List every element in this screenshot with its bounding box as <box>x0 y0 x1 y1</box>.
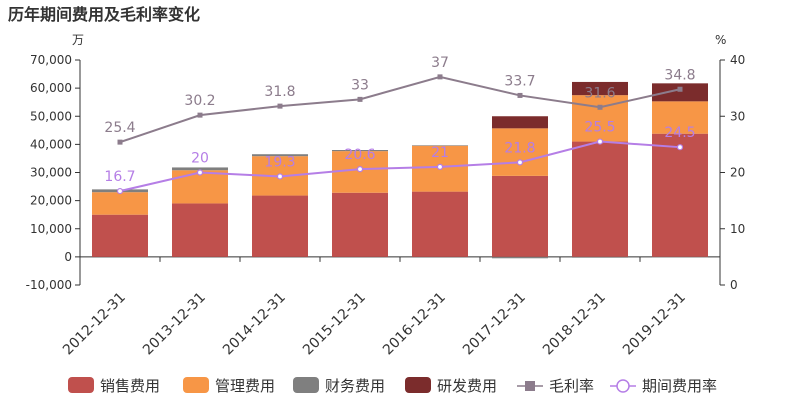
bar-segment <box>412 145 468 146</box>
data-label: 24.5 <box>664 125 695 141</box>
line-point <box>436 163 444 170</box>
line-point <box>437 74 443 80</box>
right-tick-label: 30 <box>730 109 745 123</box>
line-point <box>276 173 284 180</box>
bar-segment <box>492 256 548 259</box>
bar-segment <box>92 192 148 215</box>
bar-segment <box>92 214 148 257</box>
line-point <box>197 112 203 118</box>
bar-segment <box>652 256 708 258</box>
chart-title: 历年期间费用及毛利率变化 <box>8 5 200 24</box>
bar-segment <box>412 191 468 257</box>
line-point <box>597 104 603 110</box>
legend-marker <box>616 379 630 393</box>
bar-segment <box>332 150 388 152</box>
data-label: 20.6 <box>344 147 375 163</box>
legend-swatch <box>293 377 319 393</box>
bar-segment <box>172 167 228 171</box>
data-label: 37 <box>431 55 449 71</box>
lines <box>116 74 684 195</box>
bar-segment <box>332 192 388 257</box>
data-label: 25.5 <box>584 120 615 136</box>
right-tick-label: 0 <box>730 278 738 292</box>
bar-segment <box>492 128 548 176</box>
x-tick-label: 2013-12-31 <box>140 290 209 359</box>
legend-label: 期间费用率 <box>642 377 717 395</box>
data-label: 33 <box>351 77 369 93</box>
right-tick-label: 40 <box>730 53 745 67</box>
bar-segment <box>172 170 228 204</box>
left-tick-label: 20,000 <box>30 194 72 208</box>
data-label: 31.6 <box>584 85 615 101</box>
left-tick-label: 0 <box>64 250 72 264</box>
line-point <box>517 92 523 98</box>
data-label: 25.4 <box>104 120 135 136</box>
left-tick-label: -10,000 <box>26 278 72 292</box>
x-tick-label: 2014-12-31 <box>220 290 289 359</box>
x-tick-label: 2015-12-31 <box>300 290 369 359</box>
right-tick-label: 20 <box>730 166 745 180</box>
left-tick-label: 30,000 <box>30 166 72 180</box>
left-tick-label: 70,000 <box>30 53 72 67</box>
left-tick-label: 10,000 <box>30 222 72 236</box>
bar-segment <box>172 203 228 257</box>
legend-label: 管理费用 <box>215 377 275 395</box>
data-label: 19.3 <box>264 154 295 170</box>
legend-label: 毛利率 <box>549 377 594 395</box>
data-label: 21.8 <box>504 140 535 156</box>
legend-label: 销售费用 <box>100 377 160 395</box>
data-label: 31.8 <box>264 84 295 100</box>
data-label: 34.8 <box>664 67 695 83</box>
x-tick-label: 2019-12-31 <box>620 290 689 359</box>
right-axis-unit: % <box>715 33 726 47</box>
line-point <box>676 144 684 151</box>
bar-segment <box>572 81 628 96</box>
legend-swatch <box>68 377 94 393</box>
bar-segment <box>492 175 548 257</box>
data-label: 20 <box>191 151 209 167</box>
legend-marker <box>525 381 535 391</box>
line-point <box>677 86 683 92</box>
data-label: 21 <box>431 145 449 161</box>
x-tick-label: 2018-12-31 <box>540 290 609 359</box>
series-line <box>119 140 681 193</box>
legend-swatch <box>183 377 209 393</box>
right-tick-label: 10 <box>730 222 745 236</box>
left-tick-label: 50,000 <box>30 109 72 123</box>
bar-segment <box>652 133 708 257</box>
series-line <box>119 75 681 144</box>
legend-label: 研发费用 <box>437 377 497 395</box>
line-point <box>277 103 283 109</box>
bar-segment <box>652 101 708 134</box>
line-point <box>356 166 364 173</box>
line-point <box>357 96 363 102</box>
left-tick-label: 40,000 <box>30 137 72 151</box>
line-point <box>596 138 604 145</box>
data-label: 33.7 <box>504 73 535 89</box>
legend-swatch <box>405 377 431 393</box>
bar-segment <box>572 141 628 257</box>
x-tick-label: 2012-12-31 <box>60 290 129 359</box>
data-label: 16.7 <box>104 169 135 185</box>
bar-segment <box>252 154 308 157</box>
bar-segment <box>492 116 548 129</box>
line-point <box>117 139 123 145</box>
left-tick-label: 60,000 <box>30 81 72 95</box>
x-tick-label: 2016-12-31 <box>380 290 449 359</box>
bar-segment <box>572 256 628 258</box>
line-point <box>196 169 204 176</box>
data-labels: 25.4 30.2 31.8 33 37 33.7 31.6 34.8 16.7 20 19.3 20… <box>104 55 695 185</box>
bar-segment <box>652 83 708 102</box>
line-point <box>516 159 524 166</box>
legend: 销售费用 管理费用 财务费用 研发费用 毛利率 期间费用率 <box>68 377 717 395</box>
x-tick-label: 2017-12-31 <box>460 290 529 359</box>
data-label: 30.2 <box>184 93 215 109</box>
left-axis-unit: 万 <box>72 33 84 47</box>
bar-segment <box>252 195 308 257</box>
legend-label: 财务费用 <box>325 377 385 395</box>
bars <box>92 81 708 259</box>
line-point <box>116 187 124 195</box>
